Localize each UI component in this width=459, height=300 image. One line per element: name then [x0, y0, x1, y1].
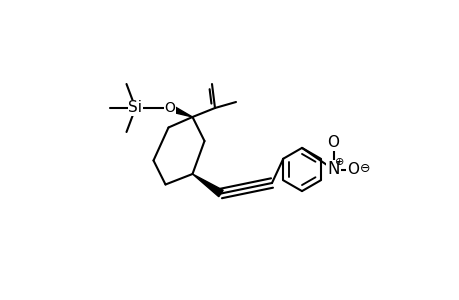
Polygon shape: [168, 105, 192, 117]
Text: O: O: [327, 135, 339, 150]
Polygon shape: [192, 174, 223, 197]
Text: O: O: [164, 101, 175, 115]
Text: ⊖: ⊖: [359, 162, 369, 175]
Text: ⊕: ⊕: [335, 157, 344, 167]
Text: Si: Si: [128, 100, 142, 116]
Text: O: O: [346, 162, 358, 177]
Text: N: N: [326, 160, 339, 178]
